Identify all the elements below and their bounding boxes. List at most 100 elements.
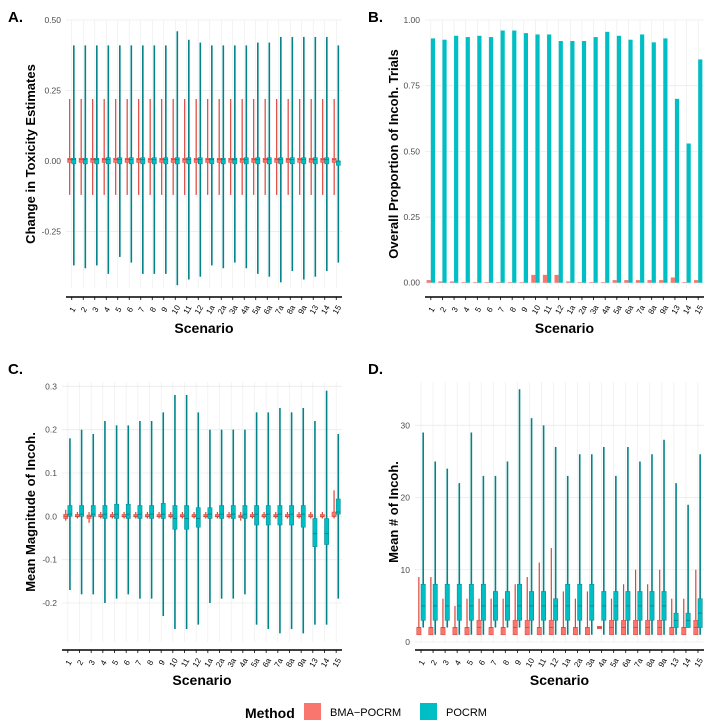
box-bma xyxy=(464,598,470,636)
box-bma xyxy=(203,512,209,519)
y-tick-label: 0.00 xyxy=(403,278,420,288)
box-iqr xyxy=(572,627,578,636)
box-iqr xyxy=(331,511,337,517)
box-pocrm xyxy=(505,461,510,628)
legend-label: POCRM xyxy=(446,707,487,719)
x-tick-label: 7 xyxy=(496,305,506,314)
box-iqr xyxy=(147,157,153,163)
x-tick-label: 1a xyxy=(565,303,578,316)
box-pocrm xyxy=(125,425,131,595)
box-pocrm xyxy=(232,45,238,263)
box-bma xyxy=(331,490,337,519)
box-iqr xyxy=(219,505,224,519)
box-pocrm xyxy=(244,45,249,269)
bar-pocrm xyxy=(477,35,482,283)
box-bma xyxy=(180,512,185,519)
y-tick-label: 30 xyxy=(401,420,411,430)
box-iqr xyxy=(137,505,143,519)
legend-title: Method xyxy=(245,705,295,721)
box-bma xyxy=(609,598,614,636)
box-iqr xyxy=(209,157,215,165)
bar-bma xyxy=(426,280,431,283)
y-axis-label: Mean Magnitude of Incoh. xyxy=(23,432,38,592)
x-tick-label: 2 xyxy=(75,658,85,667)
box-bma xyxy=(572,598,578,636)
box-bma xyxy=(147,98,153,195)
box-pocrm xyxy=(432,461,438,635)
bar-bma xyxy=(577,282,582,283)
box-pocrm xyxy=(207,429,213,603)
box-iqr xyxy=(335,498,341,515)
bar-pocrm xyxy=(674,98,680,283)
box-pocrm xyxy=(324,390,329,625)
y-tick-label: 20 xyxy=(401,493,411,503)
box-iqr xyxy=(589,583,595,621)
box-iqr xyxy=(452,627,458,636)
bar-bma xyxy=(519,282,524,283)
box-pocrm xyxy=(301,36,307,280)
x-tick-label: 4 xyxy=(453,658,463,667)
bar-bma xyxy=(635,280,641,283)
box-bma xyxy=(488,598,494,636)
box-iqr xyxy=(500,627,506,636)
box-iqr xyxy=(585,627,590,636)
x-tick-label: 2 xyxy=(438,305,448,314)
box-bma xyxy=(548,548,554,636)
x-tick-label: 7a xyxy=(635,303,648,316)
box-iqr xyxy=(186,157,192,165)
x-tick-label: 9a xyxy=(296,303,309,316)
bar-pocrm xyxy=(570,41,575,283)
box-iqr xyxy=(274,157,279,163)
x-tick-label: 8 xyxy=(508,305,518,314)
x-tick-label: 4 xyxy=(102,305,112,314)
box-pocrm xyxy=(565,475,571,635)
x-tick-label: 6a xyxy=(623,303,636,316)
bar-bma xyxy=(473,282,478,283)
x-tick-label: 11 xyxy=(182,303,194,315)
bar-bma xyxy=(682,282,687,283)
x-tick-label: 3a xyxy=(588,303,601,316)
legend-swatch xyxy=(420,703,437,720)
box-bma xyxy=(560,591,566,636)
bar-pocrm xyxy=(488,37,494,283)
y-tick-label: 0.50 xyxy=(403,146,420,156)
box-iqr xyxy=(262,157,268,163)
bar-pocrm xyxy=(616,35,621,283)
x-tick-label: 3a xyxy=(226,656,239,669)
x-tick-label: 12 xyxy=(553,303,566,316)
box-iqr xyxy=(159,157,165,163)
x-tick-label: 3a xyxy=(227,303,240,316)
box-iqr xyxy=(289,505,294,526)
box-iqr xyxy=(239,157,245,163)
bar-pocrm xyxy=(651,42,656,283)
x-tick-label: 7 xyxy=(134,658,144,667)
box-pocrm xyxy=(140,45,146,274)
y-tick-label: 0.25 xyxy=(403,212,420,222)
x-axis-label: Scenario xyxy=(535,320,594,336)
box-bma xyxy=(216,98,222,195)
bar-pocrm xyxy=(663,38,668,283)
box-bma xyxy=(285,512,290,519)
box-iqr xyxy=(255,157,261,165)
x-tick-label: 1a xyxy=(560,656,573,669)
x-tick-label: 1 xyxy=(68,305,78,314)
box-iqr xyxy=(464,627,470,636)
box-iqr xyxy=(308,514,314,518)
box-pocrm xyxy=(493,475,498,628)
box-pocrm xyxy=(589,454,595,635)
x-tick-label: 7a xyxy=(632,656,645,669)
box-pocrm xyxy=(601,447,607,635)
bar-pocrm xyxy=(535,34,540,283)
box-bma xyxy=(440,598,446,636)
bar-bma xyxy=(449,281,455,283)
box-pocrm xyxy=(83,45,88,269)
panel-a: A. -0.25 0.00 0.25 0.50 Change in Toxicity Es… xyxy=(8,9,343,336)
box-iqr xyxy=(669,627,675,636)
box-iqr xyxy=(440,627,446,636)
box-iqr xyxy=(160,503,166,519)
panel-label: A. xyxy=(8,9,23,26)
y-tick-label: 0.25 xyxy=(44,86,61,96)
box-iqr xyxy=(444,583,450,621)
box-pocrm xyxy=(254,412,259,625)
x-tick-label: 2a xyxy=(216,303,229,316)
